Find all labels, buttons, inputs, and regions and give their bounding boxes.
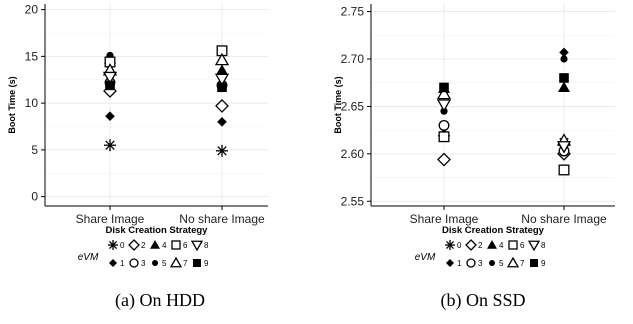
panel-a-legend-marker-0 <box>108 240 118 250</box>
panel-a-legend-marker-1 <box>109 259 117 267</box>
panel-a-legend-label-9: 9 <box>204 259 209 268</box>
panel-b-point-evm-7 <box>436 86 452 100</box>
panel-b-x-tick-label: No share Image <box>521 212 607 226</box>
panel-b-point-evm-1 <box>559 47 569 58</box>
panel-b-point-evm-8 <box>436 99 452 112</box>
panel-a-point-evm-9 <box>105 80 115 91</box>
panel-a-legend-label-7: 7 <box>183 259 188 268</box>
panel-a-y-tick-label: 5 <box>31 143 38 157</box>
panel-a-legend-marker-3 <box>129 258 139 268</box>
panel-b-point-evm-6 <box>558 164 570 176</box>
panel-b-point-evm-5 <box>560 55 568 63</box>
panel-b-legend-label-3: 3 <box>478 259 483 268</box>
panel-a-legend-label-3: 3 <box>141 259 146 268</box>
panel-b-legend-label-6: 6 <box>520 241 525 250</box>
panel-b-legend-title: eVM <box>415 252 436 263</box>
panel-a-legend-marker-9 <box>193 259 201 267</box>
panel-a-point-evm-9 <box>217 82 227 93</box>
panel-b-legend-label-4: 4 <box>499 241 504 250</box>
panel-b-legend-marker-5 <box>489 260 495 266</box>
caption-b: (b) On SSD <box>440 290 526 310</box>
panel-b-legend-marker-3 <box>466 258 476 268</box>
panel-b-legend-marker-7 <box>506 256 520 268</box>
panel-a-legend-marker-6 <box>171 240 181 250</box>
panel-a-point-evm-8 <box>214 73 230 87</box>
panel-b-x-axis-title: Disk Creation Strategy <box>442 225 545 236</box>
panel-a-point-evm-1 <box>105 111 115 122</box>
panel-a-legend-marker-4 <box>150 240 160 249</box>
caption-a: (a) On HDD <box>115 290 205 310</box>
panel-a-legend-label-4: 4 <box>162 241 167 250</box>
panel-b-y-tick-label: 2.70 <box>341 52 365 66</box>
panel-b-point-evm-3 <box>438 119 450 131</box>
panel-b-point-evm-4 <box>558 81 570 92</box>
panel-b-legend-label-7: 7 <box>520 259 525 268</box>
panel-a-x-tick-label: Share Image <box>76 212 145 226</box>
panel-a-point-evm-8 <box>102 71 118 85</box>
panel-a-legend-marker-5 <box>152 260 158 266</box>
panel-b-legend-marker-2 <box>465 239 477 251</box>
panel-b-legend-label-9: 9 <box>541 259 546 268</box>
panel-b-legend-label-0: 0 <box>457 241 462 250</box>
panel-b-legend-marker-0 <box>445 240 455 250</box>
panel-a-legend-label-0: 0 <box>120 241 125 250</box>
panel-a-y-tick-label: 10 <box>25 96 39 110</box>
panel-a-y-tick-label: 20 <box>25 3 39 17</box>
panel-a-legend-title: eVM <box>78 252 99 263</box>
panel-b-y-tick-label: 2.75 <box>341 5 365 19</box>
panel-a-legend-label-8: 8 <box>204 241 209 250</box>
panel-b-legend-marker-1 <box>446 259 454 267</box>
panel-b-point-evm-9 <box>559 73 569 83</box>
panel-b-y-axis-title: Boot Time (s) <box>333 76 343 133</box>
panel-a-legend-marker-7 <box>169 256 183 268</box>
panel-b-legend-label-2: 2 <box>478 241 483 250</box>
panel-a-y-tick-label: 0 <box>31 190 38 204</box>
panel-a-legend-label-1: 1 <box>120 259 125 268</box>
panel-a-legend-label-2: 2 <box>141 241 146 250</box>
panel-a-point-evm-1 <box>217 117 227 127</box>
panel-b-point-evm-9 <box>439 82 449 93</box>
panel-b-y-tick-label: 2.65 <box>341 99 365 113</box>
panel-b-legend-marker-9 <box>530 259 538 267</box>
panel-a-y-tick-label: 15 <box>25 49 39 63</box>
panel-a-point-evm-2 <box>215 99 229 113</box>
panel-b-point-evm-2 <box>437 152 451 167</box>
panel-a-x-axis-title: Disk Creation Strategy <box>106 225 209 236</box>
panel-b-legend-label-1: 1 <box>457 259 462 268</box>
panel-b-y-tick-label: 2.55 <box>341 194 365 208</box>
panel-a-legend-marker-2 <box>128 239 140 251</box>
panel-a-legend-label-5: 5 <box>162 259 167 268</box>
panel-b-legend-marker-6 <box>508 240 518 250</box>
panel-a-legend-label-6: 6 <box>183 241 188 250</box>
panel-b-point-evm-8 <box>556 141 572 154</box>
panel-a-point-evm-0 <box>104 139 116 152</box>
panel-b-y-tick-label: 2.60 <box>341 147 365 161</box>
panel-a-legend-marker-8 <box>190 240 204 252</box>
panel-b-legend-marker-8 <box>527 240 541 252</box>
panel-a-x-tick-label: No share Image <box>179 212 265 226</box>
panel-a-point-evm-0 <box>216 144 228 157</box>
panel-b-legend-label-8: 8 <box>541 241 546 250</box>
panel-b-legend-label-5: 5 <box>499 259 504 268</box>
panel-a-point-evm-7 <box>214 52 230 66</box>
panel-b-legend-marker-4 <box>487 240 497 249</box>
panel-b-point-evm-6 <box>438 131 450 143</box>
panel-b-x-tick-label: Share Image <box>410 212 479 226</box>
panel-a-y-axis-title: Boot Time (s) <box>7 76 17 133</box>
